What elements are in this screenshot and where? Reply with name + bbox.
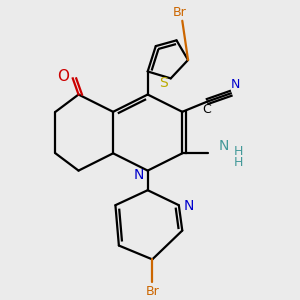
Text: S: S	[160, 76, 168, 90]
Text: O: O	[58, 69, 70, 84]
Text: Br: Br	[173, 6, 187, 19]
Text: N: N	[231, 78, 240, 91]
Text: N: N	[219, 140, 229, 153]
Text: N: N	[184, 199, 194, 213]
Text: H: H	[234, 156, 244, 169]
Text: H: H	[234, 145, 244, 158]
Text: N: N	[133, 168, 144, 182]
Text: Br: Br	[146, 285, 159, 298]
Text: C: C	[202, 103, 211, 116]
